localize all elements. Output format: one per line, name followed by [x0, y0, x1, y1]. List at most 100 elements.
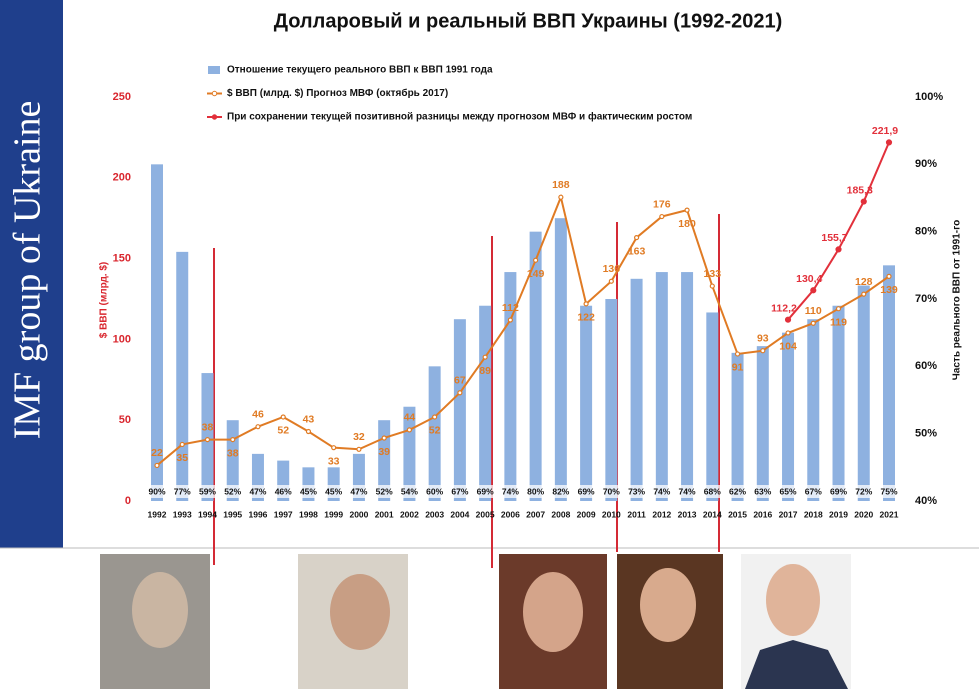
legend-label: Отношение текущего реального ВВП к ВВП 1…	[227, 65, 493, 76]
x-tick-label: 2001	[375, 509, 394, 519]
x-tick-label: 2021	[880, 509, 899, 519]
bar-label-bg	[827, 485, 850, 498]
point	[507, 317, 513, 323]
bar	[580, 305, 593, 501]
data-label: 93	[757, 332, 769, 344]
portraits	[100, 554, 851, 689]
x-tick-label: 2019	[829, 509, 848, 519]
x-tick-label: 2002	[400, 509, 419, 519]
point	[230, 436, 236, 443]
side-banner: IMF group of Ukraine	[7, 101, 49, 440]
data-label: 110	[805, 305, 822, 317]
bar	[453, 319, 466, 501]
data-label: 91	[732, 362, 744, 374]
portrait-suit	[745, 640, 848, 689]
bar-value-label: 52%	[224, 486, 241, 496]
bar-label-bg	[878, 485, 900, 498]
x-tick-label: 2020	[854, 509, 873, 519]
bar-value-label: 47%	[350, 486, 367, 496]
data-label: 32	[353, 431, 365, 443]
bar	[883, 265, 895, 501]
legend-label: $ ВВП (млрд. $) Прогноз МВФ (октябрь 201…	[227, 87, 448, 99]
data-label: 139	[880, 284, 898, 296]
bar	[176, 251, 189, 501]
bar-label-bg	[802, 485, 825, 498]
bar-label-bg	[852, 485, 875, 498]
data-label: 67	[454, 375, 466, 387]
data-label: 133	[704, 268, 722, 280]
point	[886, 273, 892, 279]
bar-value-label: 67%	[451, 486, 468, 496]
point	[583, 301, 589, 307]
bar-label-bg	[600, 485, 623, 498]
data-label: 104	[779, 341, 797, 353]
bar-label-bg	[297, 485, 320, 498]
bar-value-label: 70%	[603, 486, 620, 496]
bar-label-bg	[474, 485, 497, 498]
bar-label-bg	[423, 485, 446, 498]
point	[280, 414, 286, 420]
point	[760, 348, 766, 354]
portrait-face	[766, 564, 820, 636]
data-label: 112	[502, 302, 519, 314]
bar	[151, 164, 163, 502]
point	[684, 207, 690, 213]
bar-label-bg	[549, 485, 572, 498]
y-tick-label: 100	[113, 333, 131, 345]
legend-label: При сохранении текущей позитивной разниц…	[227, 111, 692, 123]
point	[179, 441, 185, 448]
bar-value-label: 45%	[300, 486, 317, 496]
x-tick-label: 2005	[476, 509, 495, 519]
legend-swatch	[208, 66, 220, 74]
data-label: 188	[552, 179, 570, 191]
point	[784, 316, 792, 323]
y2-tick-label: 60%	[915, 360, 937, 372]
x-tick-label: 1998	[299, 509, 318, 519]
bar-value-label: 74%	[653, 486, 670, 496]
data-label: 221,9	[872, 125, 898, 137]
y2-tick-label: 90%	[915, 158, 937, 170]
bar-value-label: 74%	[679, 486, 696, 496]
point	[255, 424, 261, 430]
chart-title: Долларовый и реальный ВВП Украины (1992-…	[274, 10, 783, 32]
x-tick-label: 1999	[324, 509, 343, 519]
data-label: 38	[227, 447, 239, 459]
bar-label-bg	[701, 485, 724, 498]
bar-label-bg	[246, 485, 269, 498]
bar	[655, 272, 668, 501]
bar	[832, 305, 845, 501]
x-tick-label: 2016	[753, 509, 772, 519]
y2-tick-label: 70%	[915, 293, 937, 305]
bar-value-label: 90%	[148, 486, 165, 496]
x-tick-label: 2006	[501, 509, 520, 519]
bar	[681, 272, 694, 501]
data-label: 163	[628, 245, 646, 257]
bar-value-label: 52%	[376, 486, 393, 496]
x-tick-label: 2008	[551, 509, 570, 519]
y2-tick-label: 50%	[915, 428, 937, 440]
bar-label-bg	[347, 485, 370, 498]
bar-value-label: 69%	[830, 486, 847, 496]
bar-value-label: 45%	[325, 486, 342, 496]
bar-label-bg	[777, 485, 800, 498]
point	[406, 427, 413, 433]
x-tick-label: 2004	[450, 509, 469, 519]
data-label: 149	[527, 268, 545, 280]
portrait-face	[132, 572, 188, 648]
bar	[504, 272, 517, 501]
portrait-face	[330, 574, 390, 650]
bar-value-label: 73%	[628, 486, 645, 496]
bar-label-bg	[524, 485, 547, 498]
data-label: 136	[603, 263, 621, 275]
bar-value-label: 67%	[805, 486, 822, 496]
x-tick-label: 2010	[602, 509, 621, 519]
data-label: 22	[151, 447, 163, 459]
data-label: 155,7	[821, 232, 847, 244]
bar-value-label: 77%	[174, 486, 191, 496]
bar-label-bg	[448, 485, 471, 498]
portrait-face	[523, 572, 583, 652]
x-tick-label: 2013	[678, 509, 697, 519]
data-label: 39	[378, 446, 390, 458]
